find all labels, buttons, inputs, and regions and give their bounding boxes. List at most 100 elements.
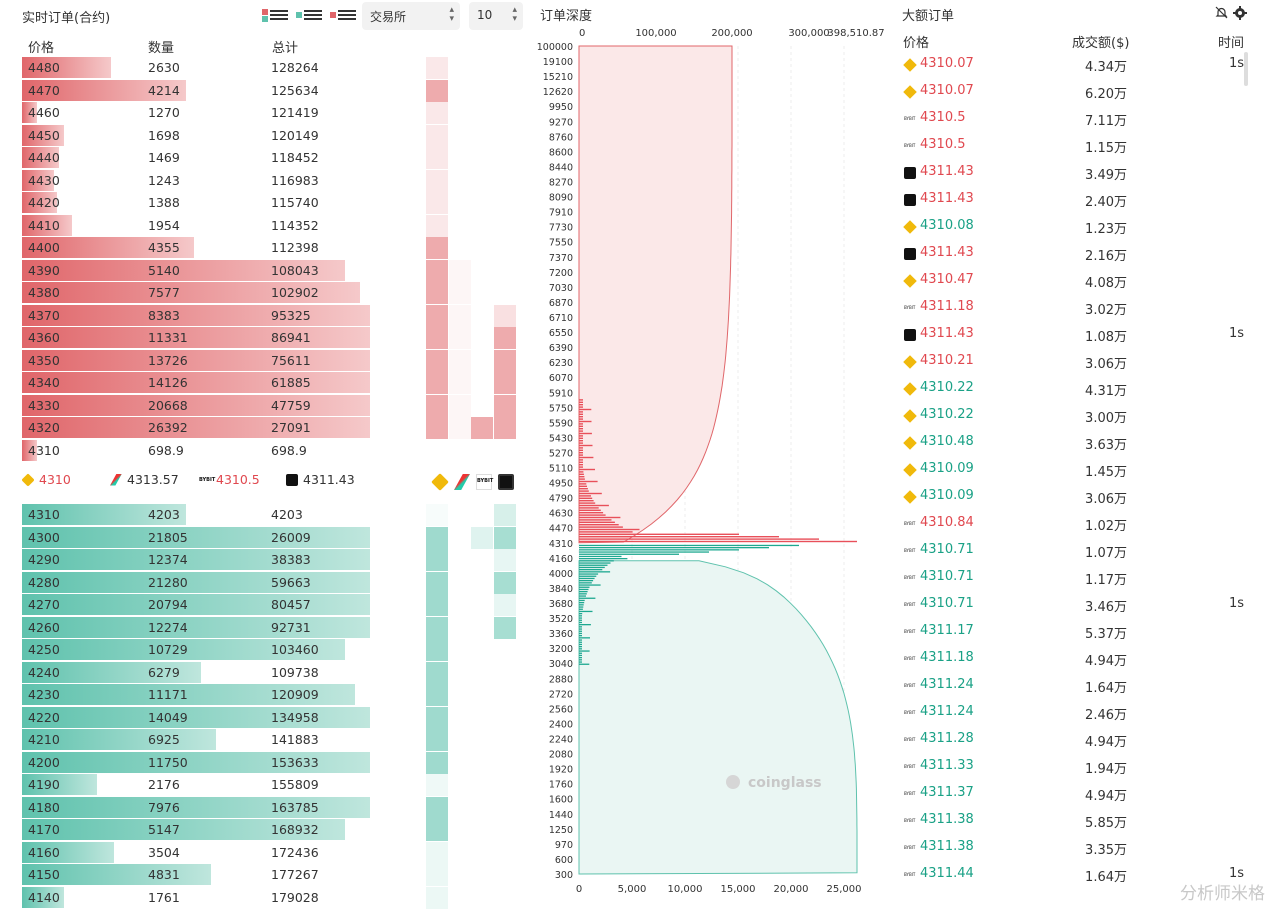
ask-row[interactable]: 4450 1698 120149 (22, 124, 522, 147)
bid-row[interactable]: 4190 2176 155809 (22, 774, 522, 796)
exchange-price-okx[interactable]: 4311.43 (286, 472, 355, 487)
large-order-row[interactable]: BYBIT 4311.24 1.64万 (902, 673, 1262, 700)
large-order-row[interactable]: BYBIT 4311.18 4.94万 (902, 646, 1262, 673)
huobi-filter-icon[interactable] (454, 474, 470, 490)
large-order-row[interactable]: 4310.08 1.23万 (902, 214, 1262, 241)
exchange-price-huobi[interactable]: 4313.57 (110, 472, 179, 487)
bid-depth-bar (579, 544, 799, 547)
ask-row[interactable]: 4330 20668 47759 (22, 394, 522, 417)
large-order-row[interactable]: BYBIT 4311.44 1.64万 1s (902, 862, 1262, 889)
bid-row[interactable]: 4150 4831 177267 (22, 864, 522, 886)
bid-depth-bar (579, 650, 590, 652)
bybit-logo-icon: BYBIT (904, 683, 916, 688)
ask-row[interactable]: 4350 13726 75611 (22, 349, 522, 372)
ask-row[interactable]: 4420 1388 115740 (22, 192, 522, 214)
bid-row[interactable]: 4160 3504 172436 (22, 841, 522, 864)
large-order-row[interactable]: BYBIT 4311.38 3.35万 (902, 835, 1262, 862)
bid-row[interactable]: 4140 1761 179028 (22, 886, 522, 909)
large-order-row[interactable]: BYBIT 4310.71 3.46万 1s (902, 592, 1262, 619)
large-order-row[interactable]: BYBIT 4311.38 5.85万 (902, 808, 1262, 835)
bid-depth-bar (579, 571, 611, 573)
large-order-row[interactable]: BYBIT 4310.71 1.17万 (902, 565, 1262, 592)
scrollbar-thumb[interactable] (1244, 52, 1248, 86)
ask-row[interactable]: 4410 1954 114352 (22, 214, 522, 237)
large-order-row[interactable]: 4310.07 6.20万 (902, 79, 1262, 106)
large-order-row[interactable]: BYBIT 4310.71 1.07万 (902, 538, 1262, 565)
mute-bell-icon[interactable] (1215, 6, 1228, 19)
bid-depth-bar (579, 573, 599, 575)
ask-row[interactable]: 4340 14126 61885 (22, 372, 522, 394)
bid-row[interactable]: 4240 6279 109738 (22, 661, 522, 684)
large-order-row[interactable]: 4311.43 3.49万 (902, 160, 1262, 187)
view-asks-icon[interactable] (330, 8, 356, 24)
ask-row[interactable]: 4380 7577 102902 (22, 282, 522, 304)
large-order-row[interactable]: 4310.07 4.34万 1s (902, 52, 1262, 79)
view-both-icon[interactable] (262, 8, 288, 24)
exchange-price-bybit[interactable]: BYBIT 4310.5 (199, 472, 260, 487)
exchange-select[interactable]: 交易所 ▴ ▾ (362, 2, 460, 30)
bid-row[interactable]: 4290 12374 38383 (22, 549, 522, 571)
heat-cell (449, 372, 471, 394)
bid-row[interactable]: 4230 11171 120909 (22, 684, 522, 706)
ask-row[interactable]: 4320 26392 27091 (22, 417, 522, 439)
settings-gear-icon[interactable] (1233, 6, 1247, 20)
bid-row[interactable]: 4250 10729 103460 (22, 639, 522, 661)
bid-row[interactable]: 4210 6925 141883 (22, 729, 522, 751)
large-order-price: 4310.47 (920, 272, 974, 287)
large-order-price: 4311.28 (920, 731, 974, 746)
ask-row[interactable]: 4440 1469 118452 (22, 147, 522, 169)
bid-row[interactable]: 4280 21280 59663 (22, 571, 522, 594)
large-order-row[interactable]: BYBIT 4310.5 1.15万 (902, 133, 1262, 160)
bid-row[interactable]: 4300 21805 26009 (22, 526, 522, 549)
ask-row[interactable]: 4360 11331 86941 (22, 327, 522, 349)
ask-depth-bar (579, 408, 592, 411)
ask-row[interactable]: 4430 1243 116983 (22, 169, 522, 192)
large-order-row[interactable]: BYBIT 4311.28 4.94万 (902, 727, 1262, 754)
bid-row[interactable]: 4310 4203 4203 (22, 504, 522, 526)
exchange-price-binance[interactable]: 4310 (21, 472, 71, 487)
large-order-row[interactable]: 4310.22 3.00万 (902, 403, 1262, 430)
bid-row[interactable]: 4260 12274 92731 (22, 616, 522, 639)
large-order-row[interactable]: BYBIT 4310.5 7.11万 (902, 106, 1262, 133)
large-order-row[interactable]: 4310.47 4.08万 (902, 268, 1262, 295)
large-order-row[interactable]: 4311.43 2.40万 (902, 187, 1262, 214)
large-order-row[interactable]: 4311.43 1.08万 1s (902, 322, 1262, 349)
large-order-row[interactable]: BYBIT 4311.37 4.94万 (902, 781, 1262, 808)
large-order-row[interactable]: BYBIT 4311.33 1.94万 (902, 754, 1262, 781)
depth-select[interactable]: 10 ▴ ▾ (469, 2, 523, 30)
ask-total: 121419 (271, 105, 319, 120)
bid-row[interactable]: 4270 20794 80457 (22, 594, 522, 616)
bybit-filter-icon[interactable]: BYBIT (476, 474, 493, 490)
large-order-row[interactable]: 4310.09 3.06万 (902, 484, 1262, 511)
okx-filter-icon[interactable] (498, 474, 514, 490)
binance-filter-icon[interactable] (431, 473, 449, 491)
bid-row[interactable]: 4200 11750 153633 (22, 751, 522, 774)
large-order-row[interactable]: BYBIT 4311.18 3.02万 (902, 295, 1262, 322)
view-bids-icon[interactable] (296, 8, 322, 24)
large-order-row[interactable]: BYBIT 4311.17 5.37万 (902, 619, 1262, 646)
large-order-row[interactable]: 4310.48 3.63万 (902, 430, 1262, 457)
ask-row[interactable]: 4390 5140 108043 (22, 259, 522, 282)
large-order-row[interactable]: 4310.22 4.31万 (902, 376, 1262, 403)
ask-row[interactable]: 4480 2630 128264 (22, 57, 522, 79)
heat-cell (471, 417, 493, 439)
large-order-row[interactable]: BYBIT 4310.84 1.02万 (902, 511, 1262, 538)
ask-depth-bar (579, 497, 593, 499)
ask-row[interactable]: 4460 1270 121419 (22, 102, 522, 124)
ask-row[interactable]: 4310 698.9 698.9 (22, 439, 522, 462)
bid-row[interactable]: 4170 5147 168932 (22, 819, 522, 841)
ask-depth-bar (579, 514, 606, 516)
large-order-row[interactable]: 4311.43 2.16万 (902, 241, 1262, 268)
large-order-price: 4311.43 (920, 164, 974, 179)
ask-row[interactable]: 4470 4214 125634 (22, 79, 522, 102)
bid-row[interactable]: 4220 14049 134958 (22, 706, 522, 729)
ask-row[interactable]: 4370 8383 95325 (22, 304, 522, 327)
ask-row[interactable]: 4400 4355 112398 (22, 237, 522, 259)
large-order-row[interactable]: 4310.21 3.06万 (902, 349, 1262, 376)
heat-cell (426, 616, 448, 639)
large-order-row[interactable]: BYBIT 4311.24 2.46万 (902, 700, 1262, 727)
large-order-row[interactable]: 4310.09 1.45万 (902, 457, 1262, 484)
price-axis-label: 6230 (549, 358, 573, 369)
bid-row[interactable]: 4180 7976 163785 (22, 796, 522, 819)
